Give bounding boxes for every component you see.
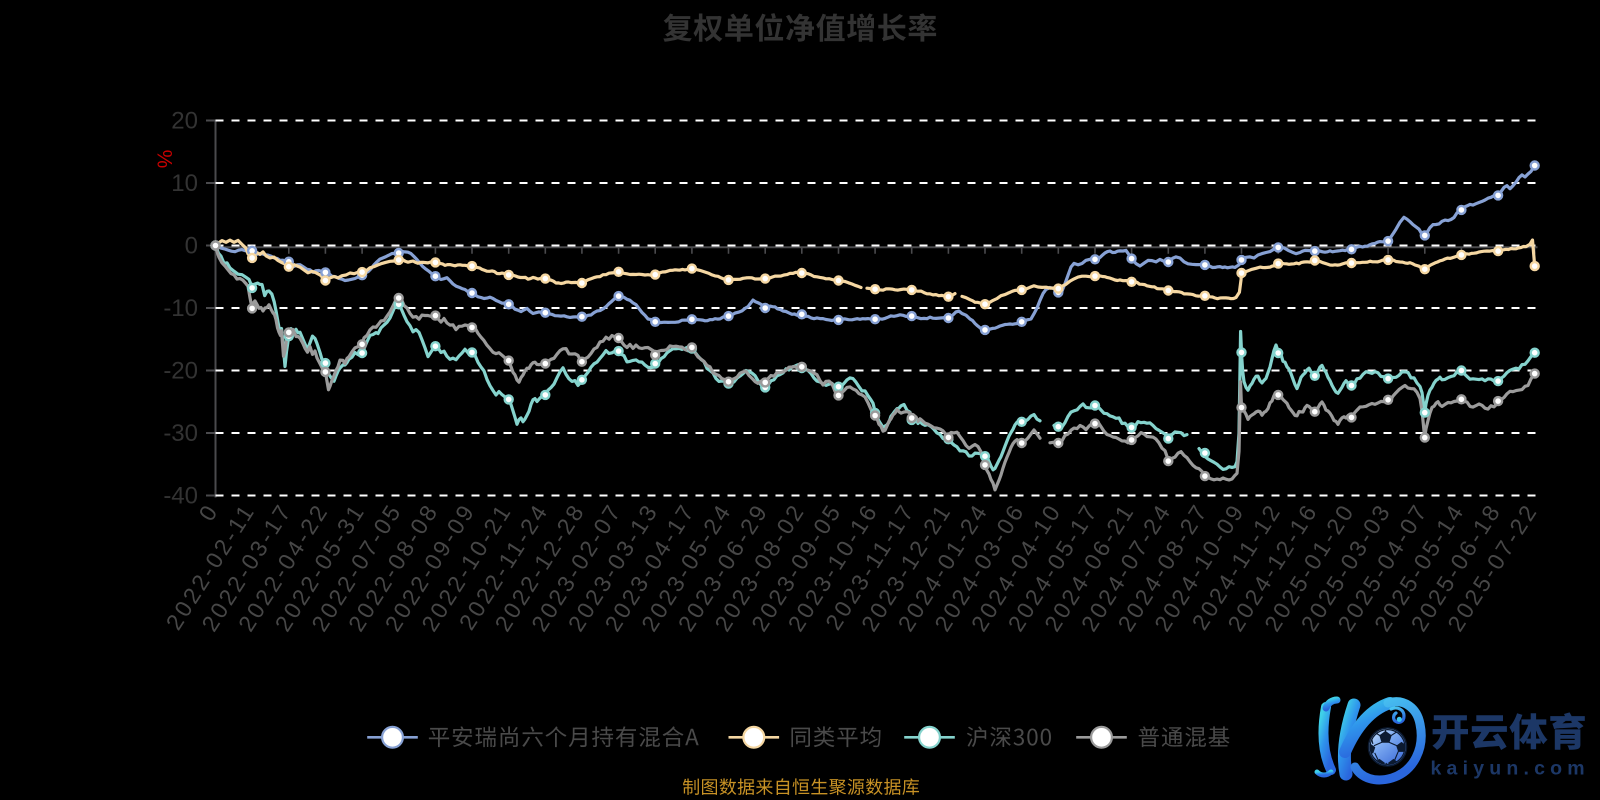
svg-text:0: 0: [185, 233, 198, 260]
svg-text:-30: -30: [163, 420, 198, 447]
svg-text:10: 10: [171, 170, 198, 197]
svg-text:-40: -40: [163, 483, 198, 510]
svg-text:-10: -10: [163, 295, 198, 322]
svg-text:%: %: [153, 150, 176, 169]
svg-text:20: 20: [171, 108, 198, 135]
svg-text:kaiyun.com: kaiyun.com: [1431, 758, 1590, 780]
svg-text:-20: -20: [163, 358, 198, 385]
